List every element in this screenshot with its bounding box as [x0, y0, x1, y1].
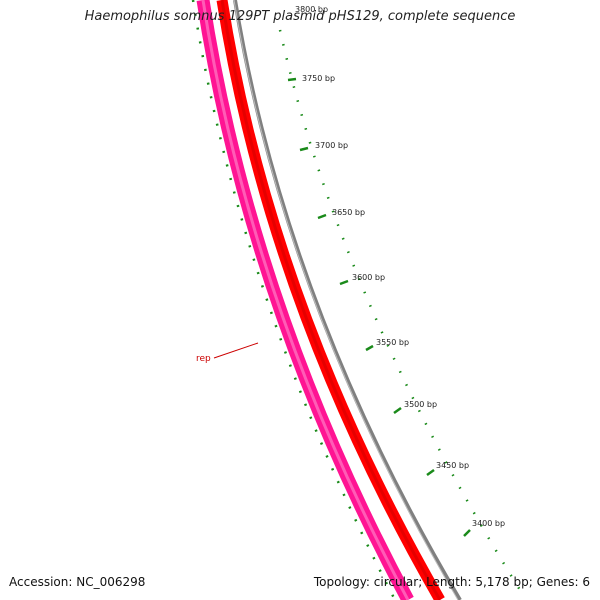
- tick-label-3600: 3600 bp: [352, 273, 385, 282]
- gene-band-red-shade: [220, 0, 442, 600]
- tick-labels: 3800 bp 3750 bp 3700 bp 3650 bp 3600 bp …: [295, 5, 505, 528]
- tick-label-3650: 3650 bp: [332, 208, 365, 217]
- inner-tick-arc: [191, 0, 397, 600]
- accession-text: Accession: NC_006298: [9, 575, 146, 589]
- tick-label-3400: 3400 bp: [472, 519, 505, 528]
- summary-text: Topology: circular; Length: 5,178 bp; Ge…: [313, 575, 590, 589]
- gene-band-red: [216, 0, 445, 600]
- tick-label-3750: 3750 bp: [302, 74, 335, 83]
- backbone-ring-highlight: [233, 0, 459, 600]
- tick-label-3450: 3450 bp: [436, 461, 469, 470]
- gene-label-rep: rep: [196, 354, 211, 364]
- outer-tick-arc: [278, 29, 522, 591]
- backbone-ring: [233, 0, 462, 600]
- tick-label-3500: 3500 bp: [404, 400, 437, 409]
- gene-label-leader: [213, 342, 259, 359]
- tick-label-3550: 3550 bp: [376, 338, 409, 347]
- gene-band-pink-highlight: [201, 0, 410, 600]
- tick-label-3800: 3800 bp: [295, 5, 328, 14]
- major-ticks: [287, 77, 471, 537]
- page-title: Haemophilus somnus 129PT plasmid pHS129,…: [84, 9, 516, 24]
- tick-label-3700: 3700 bp: [315, 141, 348, 150]
